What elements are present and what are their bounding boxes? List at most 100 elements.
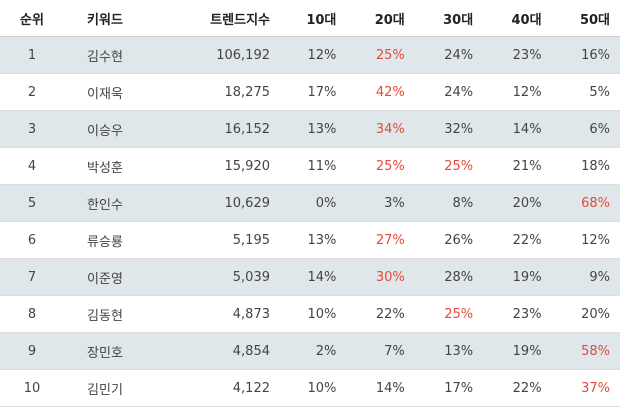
age-10s-cell: 0% xyxy=(278,184,347,222)
table-row: 6 류승룡 5,195 13% 27% 26% 22% 12% xyxy=(0,221,620,259)
rank-cell: 4 xyxy=(0,147,64,185)
age-30s-cell: 25% xyxy=(414,295,484,333)
keyword-cell: 이승우 xyxy=(64,110,146,148)
age-10s-cell: 13% xyxy=(278,221,347,259)
rank-cell: 9 xyxy=(0,332,64,370)
trend-index-cell: 4,873 xyxy=(146,295,278,333)
age-50s-cell: 6% xyxy=(551,110,620,148)
age-20s-cell: 3% xyxy=(346,184,415,222)
age-30s-cell: 24% xyxy=(414,73,484,111)
trend-index-cell: 5,039 xyxy=(146,258,278,296)
age-20s-cell: 25% xyxy=(346,147,415,185)
age-10s-cell: 11% xyxy=(278,147,347,185)
rank-cell: 7 xyxy=(0,258,64,296)
age-40s-cell: 22% xyxy=(483,221,552,259)
header-age-30s: 30대 xyxy=(414,0,484,37)
age-30s-cell: 32% xyxy=(414,110,484,148)
age-10s-cell: 13% xyxy=(278,110,347,148)
keyword-cell: 김동현 xyxy=(64,295,146,333)
age-10s-cell: 14% xyxy=(278,258,347,296)
age-20s-cell: 14% xyxy=(346,369,415,407)
rank-cell: 6 xyxy=(0,221,64,259)
header-age-40s: 40대 xyxy=(483,0,552,37)
age-40s-cell: 19% xyxy=(483,258,552,296)
header-trend-index: 트렌드지수 xyxy=(146,0,278,37)
table-row: 9 장민호 4,854 2% 7% 13% 19% 58% xyxy=(0,332,620,370)
rank-cell: 8 xyxy=(0,295,64,333)
age-50s-cell: 37% xyxy=(551,369,620,407)
trend-index-cell: 10,629 xyxy=(146,184,278,222)
table-row: 3 이승우 16,152 13% 34% 32% 14% 6% xyxy=(0,110,620,148)
age-30s-cell: 17% xyxy=(414,369,484,407)
age-50s-cell: 16% xyxy=(551,36,620,74)
age-50s-cell: 18% xyxy=(551,147,620,185)
keyword-cell: 이준영 xyxy=(64,258,146,296)
age-50s-cell: 5% xyxy=(551,73,620,111)
age-30s-cell: 13% xyxy=(414,332,484,370)
age-30s-cell: 8% xyxy=(414,184,484,222)
age-30s-cell: 26% xyxy=(414,221,484,259)
keyword-cell: 장민호 xyxy=(64,332,146,370)
age-50s-cell: 58% xyxy=(551,332,620,370)
keyword-cell: 이재욱 xyxy=(64,73,146,111)
trend-index-cell: 4,122 xyxy=(146,369,278,407)
header-age-20s: 20대 xyxy=(346,0,415,37)
age-10s-cell: 17% xyxy=(278,73,347,111)
age-20s-cell: 42% xyxy=(346,73,415,111)
table-row: 7 이준영 5,039 14% 30% 28% 19% 9% xyxy=(0,258,620,296)
age-10s-cell: 10% xyxy=(278,295,347,333)
table-row: 10 김민기 4,122 10% 14% 17% 22% 37% xyxy=(0,369,620,407)
rank-cell: 2 xyxy=(0,73,64,111)
age-20s-cell: 7% xyxy=(346,332,415,370)
age-40s-cell: 23% xyxy=(483,36,552,74)
header-age-50s: 50대 xyxy=(551,0,620,37)
age-50s-cell: 68% xyxy=(551,184,620,222)
rank-cell: 10 xyxy=(0,369,64,407)
age-40s-cell: 22% xyxy=(483,369,552,407)
age-10s-cell: 12% xyxy=(278,36,347,74)
age-40s-cell: 20% xyxy=(483,184,552,222)
age-30s-cell: 25% xyxy=(414,147,484,185)
trend-index-cell: 4,854 xyxy=(146,332,278,370)
trend-index-cell: 15,920 xyxy=(146,147,278,185)
keyword-cell: 박성훈 xyxy=(64,147,146,185)
trend-index-cell: 18,275 xyxy=(146,73,278,111)
trend-index-cell: 16,152 xyxy=(146,110,278,148)
rank-cell: 1 xyxy=(0,36,64,74)
age-40s-cell: 12% xyxy=(483,73,552,111)
age-40s-cell: 19% xyxy=(483,332,552,370)
age-20s-cell: 27% xyxy=(346,221,415,259)
age-20s-cell: 25% xyxy=(346,36,415,74)
age-20s-cell: 30% xyxy=(346,258,415,296)
age-20s-cell: 34% xyxy=(346,110,415,148)
keyword-cell: 한인수 xyxy=(64,184,146,222)
keyword-cell: 류승룡 xyxy=(64,221,146,259)
keyword-cell: 김민기 xyxy=(64,369,146,407)
age-40s-cell: 21% xyxy=(483,147,552,185)
rank-cell: 5 xyxy=(0,184,64,222)
age-40s-cell: 23% xyxy=(483,295,552,333)
table-row: 5 한인수 10,629 0% 3% 8% 20% 68% xyxy=(0,184,620,222)
age-30s-cell: 28% xyxy=(414,258,484,296)
age-50s-cell: 9% xyxy=(551,258,620,296)
table-row: 1 김수현 106,192 12% 25% 24% 23% 16% xyxy=(0,36,620,74)
header-age-10s: 10대 xyxy=(278,0,347,37)
age-10s-cell: 10% xyxy=(278,369,347,407)
age-10s-cell: 2% xyxy=(278,332,347,370)
table-row: 8 김동현 4,873 10% 22% 25% 23% 20% xyxy=(0,295,620,333)
table-row: 4 박성훈 15,920 11% 25% 25% 21% 18% xyxy=(0,147,620,185)
trend-index-cell: 106,192 xyxy=(146,36,278,74)
header-rank: 순위 xyxy=(0,0,64,37)
age-20s-cell: 22% xyxy=(346,295,415,333)
trend-index-cell: 5,195 xyxy=(146,221,278,259)
table-header-row: 순위 키워드 트렌드지수 10대 20대 30대 40대 50대 xyxy=(0,0,620,37)
age-30s-cell: 24% xyxy=(414,36,484,74)
header-keyword: 키워드 xyxy=(64,0,146,37)
age-40s-cell: 14% xyxy=(483,110,552,148)
rank-cell: 3 xyxy=(0,110,64,148)
table-row: 2 이재욱 18,275 17% 42% 24% 12% 5% xyxy=(0,73,620,111)
age-50s-cell: 12% xyxy=(551,221,620,259)
age-50s-cell: 20% xyxy=(551,295,620,333)
keyword-cell: 김수현 xyxy=(64,36,146,74)
